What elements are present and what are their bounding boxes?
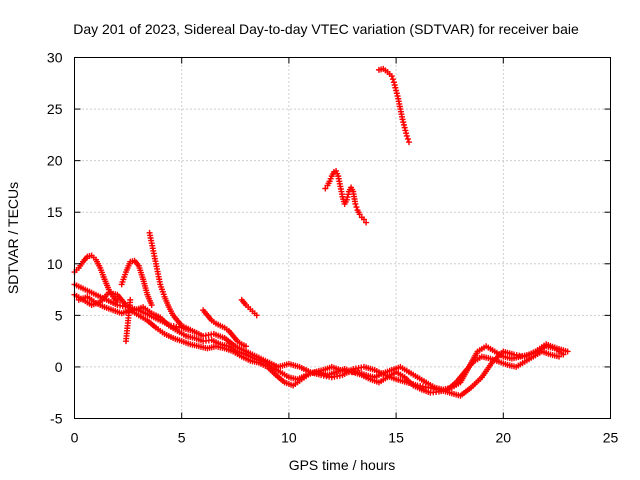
series-arc-morning-5 bbox=[200, 307, 250, 350]
series-arc-morning-3 bbox=[146, 229, 194, 333]
y-tick-label: 20 bbox=[47, 153, 63, 169]
grid-lines bbox=[74, 57, 611, 419]
data-point bbox=[401, 124, 408, 131]
data-point bbox=[404, 135, 411, 142]
x-tick-label: 0 bbox=[71, 430, 79, 446]
data-point bbox=[360, 216, 367, 223]
data-point bbox=[344, 194, 351, 201]
series-arc-morning-4 bbox=[122, 296, 134, 345]
y-tick-label: 25 bbox=[47, 101, 63, 117]
data-point bbox=[352, 200, 359, 207]
data-point bbox=[391, 82, 398, 89]
data-point bbox=[556, 353, 563, 360]
data-point bbox=[363, 219, 370, 226]
data-point bbox=[343, 196, 350, 203]
data-point bbox=[353, 204, 360, 211]
series-arc-noon bbox=[322, 167, 370, 226]
y-tick-label: -5 bbox=[50, 411, 63, 427]
data-point bbox=[243, 343, 250, 350]
data-point bbox=[356, 211, 363, 218]
data-point bbox=[114, 298, 121, 305]
data-point bbox=[127, 296, 134, 303]
x-tick-label: 5 bbox=[178, 430, 186, 446]
data-point bbox=[345, 191, 352, 198]
data-point bbox=[388, 73, 395, 80]
x-tick-label: 25 bbox=[603, 430, 619, 446]
x-axis-label: GPS time / hours bbox=[289, 457, 396, 473]
series-arc-morning-2 bbox=[118, 257, 155, 309]
data-point bbox=[187, 326, 194, 333]
data-point bbox=[400, 119, 407, 126]
data-point bbox=[400, 121, 407, 128]
data-point bbox=[392, 84, 399, 91]
chart-title: Day 201 of 2023, Sidereal Day-to-day VTE… bbox=[73, 21, 579, 37]
data-point bbox=[389, 76, 396, 83]
series-arc-morning-1 bbox=[71, 252, 121, 305]
x-tick-label: 20 bbox=[496, 430, 512, 446]
y-tick-label: 5 bbox=[55, 307, 63, 323]
data-point bbox=[393, 87, 400, 94]
data-point bbox=[405, 139, 412, 146]
data-point bbox=[390, 79, 397, 86]
x-axis-ticks: 0 5 10 15 20 25 bbox=[71, 57, 619, 446]
series-arc-afternoon bbox=[375, 65, 412, 146]
y-tick-label: 10 bbox=[47, 256, 63, 272]
data-point bbox=[402, 127, 409, 134]
data-point bbox=[403, 132, 410, 139]
data-point bbox=[399, 116, 406, 123]
y-tick-label: 15 bbox=[47, 204, 63, 220]
data-point bbox=[564, 348, 571, 355]
y-axis-label: SDTVAR / TECUs bbox=[5, 182, 21, 294]
x-tick-label: 10 bbox=[281, 430, 297, 446]
x-tick-label: 15 bbox=[388, 430, 404, 446]
y-tick-label: 30 bbox=[47, 50, 63, 66]
data-point bbox=[253, 312, 260, 319]
data-points bbox=[71, 65, 571, 399]
data-point bbox=[393, 90, 400, 97]
data-point bbox=[394, 93, 401, 100]
y-tick-label: 0 bbox=[55, 359, 63, 375]
plot-frame bbox=[74, 57, 611, 419]
series-arc-short bbox=[238, 296, 260, 319]
data-point bbox=[322, 185, 329, 192]
data-point bbox=[148, 302, 155, 309]
series-track-c bbox=[75, 293, 563, 396]
y-axis-ticks: -5 0 5 10 15 20 25 30 bbox=[47, 50, 611, 427]
data-point bbox=[403, 130, 410, 137]
